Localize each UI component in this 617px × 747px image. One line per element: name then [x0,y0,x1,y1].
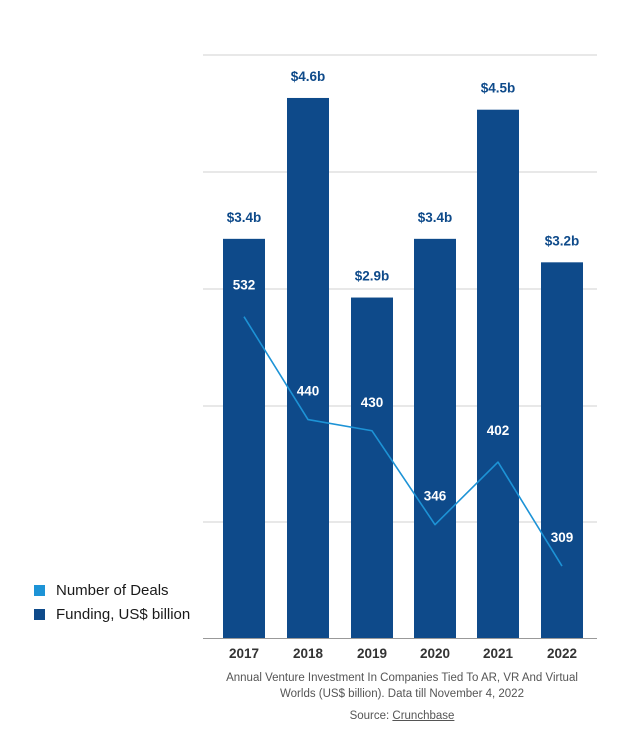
x-tick-label-2018: 2018 [293,646,324,661]
bar-2022 [541,262,583,638]
chart-source: Source: Crunchbase [212,710,592,722]
legend-item-deals: Number of Deals [34,578,190,602]
deals-value-label-2020: 346 [424,489,447,504]
bar-2021 [477,109,519,638]
legend-label-deals: Number of Deals [56,581,169,599]
legend-swatch-funding [34,608,45,620]
bar-2019 [351,297,393,638]
bar-2018 [287,97,329,638]
legend-item-funding: Funding, US$ billion [34,602,190,626]
legend-swatch-deals [34,584,45,596]
chart-caption: Annual Venture Investment In Companies T… [226,672,578,700]
deals-value-label-2021: 402 [487,423,510,438]
bar-value-label-2017: $3.4b [227,210,262,225]
bar-value-label-2019: $2.9b [355,269,390,284]
deals-value-label-2017: 532 [233,278,256,293]
legend-label-funding: Funding, US$ billion [56,605,191,623]
bar-value-label-2022: $3.2b [545,233,580,248]
x-tick-label-2021: 2021 [483,646,514,661]
x-tick-label-2019: 2019 [357,646,387,661]
bar-value-label-2020: $3.4b [418,210,453,225]
source-prefix: Source: [349,710,393,722]
legend: Number of Deals Funding, US$ billion [34,578,190,626]
bar-2017 [223,238,265,638]
source-link[interactable]: Crunchbase [392,710,455,722]
bar-value-label-2021: $4.5b [481,81,516,96]
bar-2020 [414,238,456,638]
deals-value-label-2022: 309 [551,530,574,545]
deals-value-label-2019: 430 [361,395,384,410]
x-tick-label-2022: 2022 [547,646,577,661]
deals-value-label-2018: 440 [297,384,320,399]
deals-line [243,316,563,567]
x-tick-label-2020: 2020 [420,646,450,661]
bar-value-label-2018: $4.6b [291,69,326,84]
x-tick-label-2017: 2017 [229,646,259,661]
